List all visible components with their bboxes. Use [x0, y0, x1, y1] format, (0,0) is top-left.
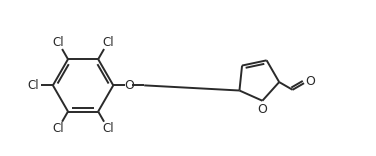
Text: Cl: Cl [27, 79, 39, 92]
Text: O: O [305, 75, 315, 88]
Text: Cl: Cl [52, 36, 64, 49]
Text: O: O [124, 79, 134, 92]
Text: O: O [258, 102, 267, 116]
Text: Cl: Cl [102, 122, 114, 135]
Text: Cl: Cl [52, 122, 64, 135]
Text: Cl: Cl [102, 36, 114, 49]
